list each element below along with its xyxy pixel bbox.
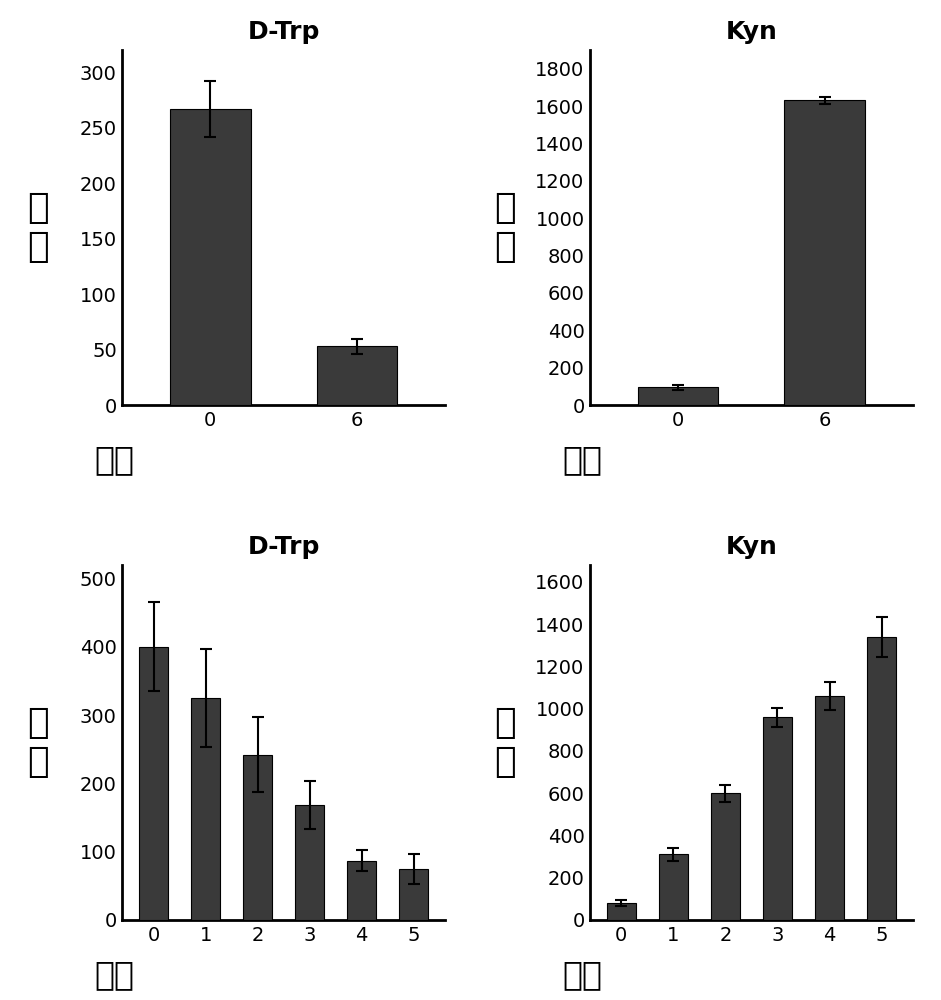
Bar [399, 869, 428, 920]
Bar [815, 696, 844, 920]
Text: 天数: 天数 [94, 444, 135, 477]
Title: Kyn: Kyn [726, 535, 777, 559]
Text: 天数: 天数 [94, 958, 135, 991]
Bar [244, 755, 272, 920]
Bar [607, 903, 636, 920]
Bar [785, 100, 865, 405]
Bar [191, 698, 220, 920]
Text: 强
度: 强 度 [27, 191, 48, 264]
Text: 天数: 天数 [562, 958, 602, 991]
Bar [316, 346, 397, 405]
Bar [638, 387, 719, 405]
Bar [763, 717, 791, 920]
Title: Kyn: Kyn [726, 20, 777, 44]
Title: D-Trp: D-Trp [247, 20, 320, 44]
Bar [868, 637, 896, 920]
Text: 强
度: 强 度 [27, 706, 48, 779]
Bar [139, 647, 167, 920]
Text: 强
度: 强 度 [495, 191, 517, 264]
Bar [711, 793, 740, 920]
Title: D-Trp: D-Trp [247, 535, 320, 559]
Bar [295, 805, 324, 920]
Bar [347, 861, 376, 920]
Text: 强
度: 强 度 [495, 706, 517, 779]
Bar [170, 109, 250, 405]
Text: 天数: 天数 [562, 444, 602, 477]
Bar [659, 854, 688, 920]
